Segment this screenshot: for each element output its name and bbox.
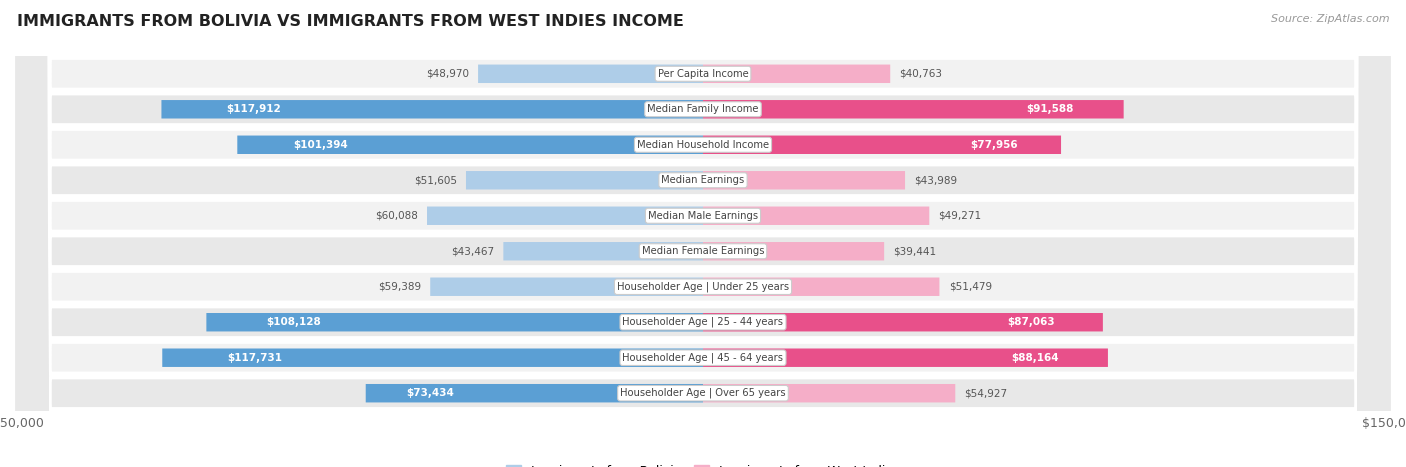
FancyBboxPatch shape: [14, 0, 1392, 467]
Text: Householder Age | Over 65 years: Householder Age | Over 65 years: [620, 388, 786, 398]
FancyBboxPatch shape: [14, 0, 1392, 467]
Text: $54,927: $54,927: [965, 388, 1008, 398]
Legend: Immigrants from Bolivia, Immigrants from West Indies: Immigrants from Bolivia, Immigrants from…: [501, 460, 905, 467]
FancyBboxPatch shape: [162, 100, 703, 119]
Text: Median Earnings: Median Earnings: [661, 175, 745, 185]
FancyBboxPatch shape: [14, 0, 1392, 467]
FancyBboxPatch shape: [703, 171, 905, 190]
Text: $51,479: $51,479: [949, 282, 991, 292]
FancyBboxPatch shape: [703, 348, 1108, 367]
Text: IMMIGRANTS FROM BOLIVIA VS IMMIGRANTS FROM WEST INDIES INCOME: IMMIGRANTS FROM BOLIVIA VS IMMIGRANTS FR…: [17, 14, 683, 29]
Text: $51,605: $51,605: [413, 175, 457, 185]
FancyBboxPatch shape: [478, 64, 703, 83]
Text: $73,434: $73,434: [406, 388, 454, 398]
Text: $77,956: $77,956: [970, 140, 1018, 150]
Text: $49,271: $49,271: [938, 211, 981, 221]
Text: Median Family Income: Median Family Income: [647, 104, 759, 114]
FancyBboxPatch shape: [703, 277, 939, 296]
FancyBboxPatch shape: [703, 135, 1062, 154]
Text: $108,128: $108,128: [266, 317, 321, 327]
FancyBboxPatch shape: [503, 242, 703, 261]
Text: Per Capita Income: Per Capita Income: [658, 69, 748, 79]
Text: Householder Age | Under 25 years: Householder Age | Under 25 years: [617, 282, 789, 292]
Text: Source: ZipAtlas.com: Source: ZipAtlas.com: [1271, 14, 1389, 24]
FancyBboxPatch shape: [14, 0, 1392, 467]
FancyBboxPatch shape: [238, 135, 703, 154]
FancyBboxPatch shape: [430, 277, 703, 296]
Text: $48,970: $48,970: [426, 69, 468, 79]
FancyBboxPatch shape: [162, 348, 703, 367]
Text: Householder Age | 25 - 44 years: Householder Age | 25 - 44 years: [623, 317, 783, 327]
Text: Median Male Earnings: Median Male Earnings: [648, 211, 758, 221]
Text: $88,164: $88,164: [1012, 353, 1059, 363]
Text: $43,989: $43,989: [914, 175, 957, 185]
FancyBboxPatch shape: [465, 171, 703, 190]
FancyBboxPatch shape: [14, 0, 1392, 467]
Text: $39,441: $39,441: [893, 246, 936, 256]
FancyBboxPatch shape: [207, 313, 703, 332]
Text: $40,763: $40,763: [900, 69, 942, 79]
Text: $59,389: $59,389: [378, 282, 420, 292]
Text: $117,912: $117,912: [226, 104, 281, 114]
FancyBboxPatch shape: [14, 0, 1392, 467]
FancyBboxPatch shape: [14, 0, 1392, 467]
FancyBboxPatch shape: [703, 100, 1123, 119]
FancyBboxPatch shape: [427, 206, 703, 225]
Text: Median Household Income: Median Household Income: [637, 140, 769, 150]
FancyBboxPatch shape: [703, 313, 1102, 332]
Text: $117,731: $117,731: [228, 353, 283, 363]
Text: $87,063: $87,063: [1007, 317, 1054, 327]
Text: $91,588: $91,588: [1026, 104, 1073, 114]
FancyBboxPatch shape: [14, 0, 1392, 467]
FancyBboxPatch shape: [366, 384, 703, 403]
Text: $43,467: $43,467: [451, 246, 494, 256]
FancyBboxPatch shape: [703, 242, 884, 261]
FancyBboxPatch shape: [14, 0, 1392, 467]
FancyBboxPatch shape: [703, 206, 929, 225]
FancyBboxPatch shape: [703, 64, 890, 83]
FancyBboxPatch shape: [703, 384, 955, 403]
FancyBboxPatch shape: [14, 0, 1392, 467]
Text: $60,088: $60,088: [375, 211, 418, 221]
Text: $101,394: $101,394: [294, 140, 347, 150]
Text: Median Female Earnings: Median Female Earnings: [641, 246, 765, 256]
Text: Householder Age | 45 - 64 years: Householder Age | 45 - 64 years: [623, 353, 783, 363]
